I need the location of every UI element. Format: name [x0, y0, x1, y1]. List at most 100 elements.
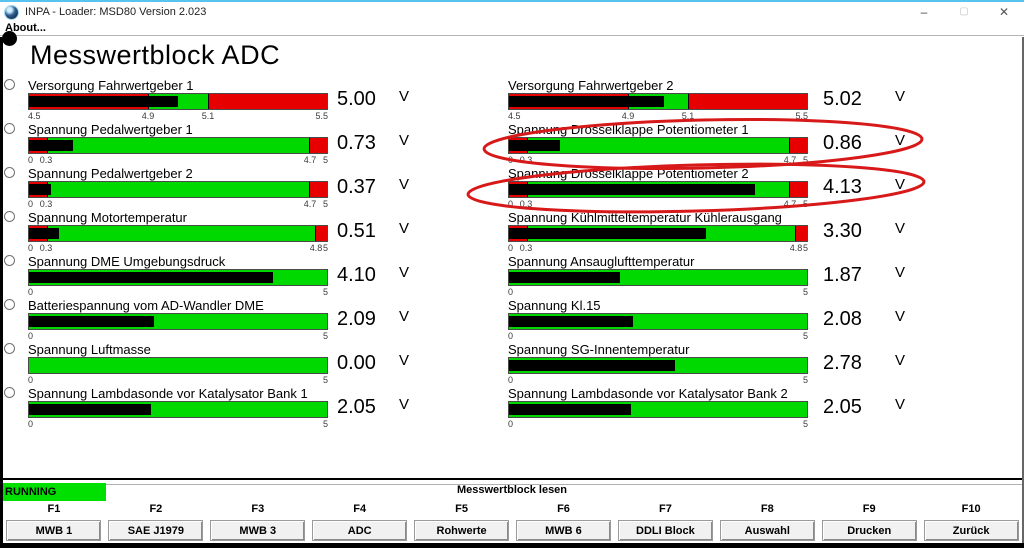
gauge-label: Spannung DME Umgebungsdruck	[28, 254, 226, 269]
gauge-value-fill	[29, 184, 52, 195]
titlebar: INPA - Loader: MSD80 Version 2.023 – ▢ ✕	[0, 0, 1024, 22]
scale-tick: 0	[28, 419, 34, 429]
gauge-label: Spannung Luftmasse	[28, 342, 151, 357]
gauge-value: 0.00	[337, 352, 376, 374]
fkey-button-adc[interactable]: ADC	[312, 520, 408, 541]
fkey-button-mwb-1[interactable]: MWB 1	[6, 520, 102, 541]
minimize-button[interactable]: –	[920, 5, 928, 19]
gauge-value: 5.02	[823, 88, 862, 110]
gauge-label: Spannung Drosselklappe Potentiometer 2	[508, 166, 749, 181]
scale-tick: 0.3	[39, 155, 53, 165]
gauge-scale: 0 0.3 4.7 5	[28, 199, 328, 209]
radio-button[interactable]	[4, 123, 15, 134]
gauge-bar	[28, 137, 328, 154]
gauge-label: Spannung Motortemperatur	[28, 210, 187, 225]
menu-about[interactable]: About...	[5, 22, 46, 34]
zone-boundary	[309, 138, 311, 153]
gauge-bar	[28, 181, 328, 198]
scale-tick: 5	[802, 155, 808, 165]
scale-tick: 0.3	[39, 199, 53, 209]
gauge-row-left-4: Spannung Motortemperatur 0 0.3 4.8 5 0.51 V	[0, 210, 480, 254]
radio-button[interactable]	[4, 167, 15, 178]
gauge-label: Spannung Lambdasonde vor Katalysator Ban…	[28, 386, 308, 401]
gauge-scale: 0 0.3 4.8 5	[508, 243, 808, 253]
gauge-value: 2.05	[823, 396, 862, 418]
menubar: About...	[0, 22, 1024, 36]
gauge-scale: 0 0.3 4.7 5	[508, 199, 808, 209]
fkey-label: F8	[760, 503, 774, 515]
zone-boundary	[315, 226, 317, 241]
scale-tick: 0.3	[519, 155, 533, 165]
gauge-unit: V	[399, 396, 410, 413]
gauge-bar	[508, 137, 808, 154]
gauge-label: Versorgung Fahrwertgeber 1	[28, 78, 194, 93]
close-button[interactable]: ✕	[998, 5, 1010, 19]
scale-tick: 5	[802, 331, 808, 341]
scale-tick: 4.7	[303, 155, 317, 165]
gauge-bar	[508, 401, 808, 418]
fkey-label: F9	[862, 503, 876, 515]
scale-tick: 5	[322, 199, 328, 209]
radio-button[interactable]	[4, 211, 15, 222]
radio-button[interactable]	[4, 387, 15, 398]
scale-tick: 0	[508, 155, 514, 165]
gauge-column-right: Versorgung Fahrwertgeber 2 4.5 4.9 5.1 5.5 5.…	[480, 0, 1024, 478]
radio-button[interactable]	[4, 299, 15, 310]
zone-boundary	[526, 226, 528, 241]
gauge-column-left: Versorgung Fahrwertgeber 1 4.5 4.9 5.1 5.5 5.…	[0, 0, 480, 478]
fkey-button-mwb-3[interactable]: MWB 3	[210, 520, 306, 541]
gauge-value-fill	[29, 140, 73, 151]
gauge-scale: 0 0.3 4.7 5	[28, 155, 328, 165]
gauge-label: Spannung Pedalwertgeber 2	[28, 166, 193, 181]
gauge-zone-green	[29, 358, 327, 373]
gauge-value: 5.00	[337, 88, 376, 110]
gauge-zone-red	[687, 94, 807, 109]
scale-tick: 5	[322, 243, 328, 253]
gauge-bar	[508, 93, 808, 110]
fkey-button-rohwerte[interactable]: Rohwerte	[414, 520, 510, 541]
gauge-unit: V	[895, 220, 906, 237]
gauge-bar	[508, 225, 808, 242]
gauge-unit: V	[399, 132, 410, 149]
fkey-label: F2	[149, 503, 163, 515]
gauge-row-right-7: Spannung SG-Innentemperatur 0 5 2.78 V	[480, 342, 960, 386]
gauge-value-fill	[29, 272, 274, 283]
zone-boundary	[628, 94, 630, 109]
scale-tick: 5	[322, 375, 328, 385]
gauge-row-left-3: Spannung Pedalwertgeber 2 0 0.3 4.7 5 0.37 V	[0, 166, 480, 210]
scale-tick: 0	[28, 243, 34, 253]
fkey-button-sae-j1979[interactable]: SAE J1979	[108, 520, 204, 541]
fkey-button-auswahl[interactable]: Auswahl	[719, 520, 815, 541]
fkey-button-ddli-block[interactable]: DDLI Block	[617, 520, 713, 541]
zone-boundary	[207, 94, 209, 109]
gauge-value-fill	[509, 360, 675, 371]
scale-tick: 0	[28, 155, 34, 165]
fkey-label: F6	[557, 503, 570, 515]
fkey-column-f6: F6 MWB 6	[513, 503, 615, 541]
radio-button[interactable]	[4, 255, 15, 266]
fkey-button-drucken[interactable]: Drucken	[821, 520, 917, 541]
gauge-value-fill	[509, 316, 633, 327]
gauge-zone-red	[795, 226, 807, 241]
window-frame-left	[0, 37, 3, 548]
gauge-unit: V	[399, 88, 410, 105]
maximize-button[interactable]: ▢	[959, 6, 969, 17]
radio-button[interactable]	[4, 79, 15, 90]
fkey-button-zur-ck[interactable]: Zurück	[923, 520, 1019, 541]
fkey-button-mwb-6[interactable]: MWB 6	[515, 520, 611, 541]
radio-button[interactable]	[4, 343, 15, 354]
gauge-value-fill	[509, 96, 664, 107]
gauge-bar	[28, 313, 328, 330]
fkey-label: F7	[658, 503, 672, 515]
gauge-unit: V	[895, 264, 906, 281]
gauge-row-right-4: Spannung Kühlmitteltemperatur Kühlerausg…	[480, 210, 960, 254]
gauge-bar	[508, 357, 808, 374]
page-title: Messwertblock ADC	[30, 40, 281, 70]
gauge-zone-green	[46, 182, 310, 197]
gauge-scale: 0 0.3 4.7 5	[508, 155, 808, 165]
gauge-value: 0.73	[337, 132, 376, 154]
gauge-value-fill	[29, 96, 178, 107]
